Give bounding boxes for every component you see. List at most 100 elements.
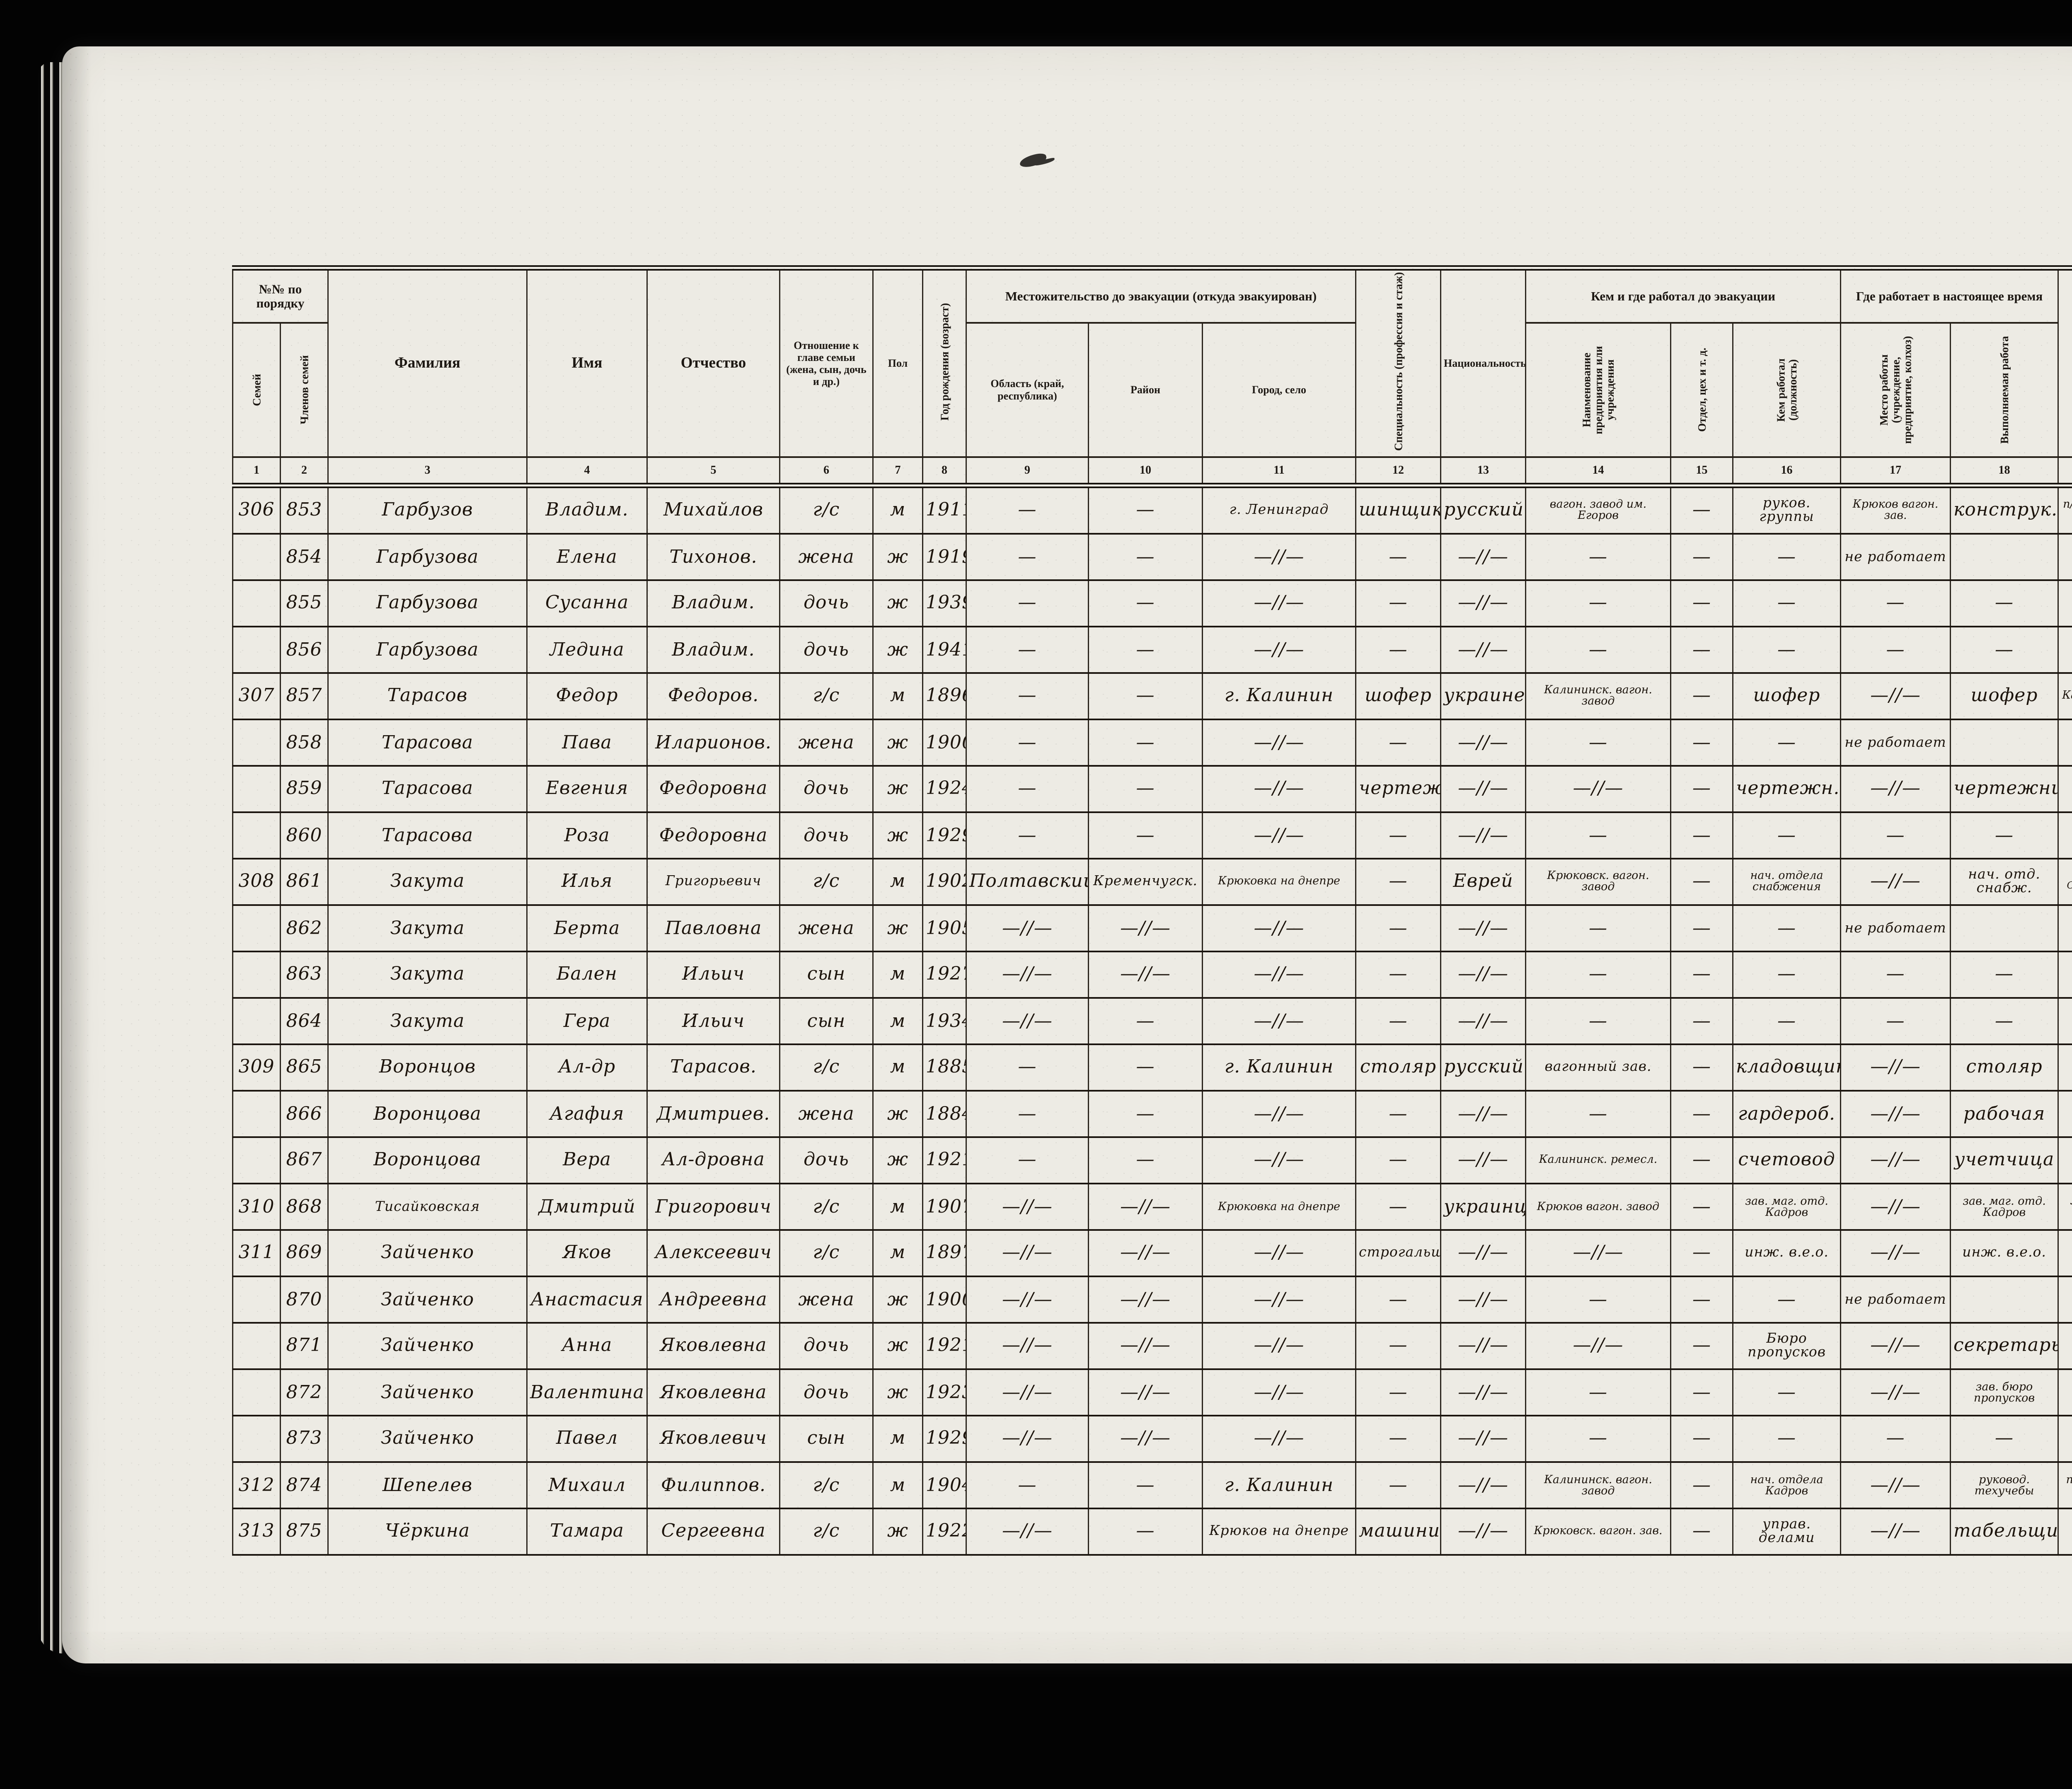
header-work-before-group: Кем и где работал до эвакуации — [1525, 268, 1842, 324]
cell-col9: —//— — [966, 1229, 1089, 1276]
cell-col16: шофер — [1732, 672, 1842, 719]
cell-col18: конструк. — [1950, 484, 2059, 534]
cell-col7: м — [872, 1229, 923, 1276]
cell-col8: 1897 — [922, 1229, 967, 1276]
cell-col12: чертежн. — [1355, 765, 1441, 812]
cell-col2: 858 — [280, 719, 329, 767]
cell-col19: п/Чкалова ул. Чкалова 54 — [2057, 484, 2072, 534]
table-row: 872ЗайченкоВалентинаЯковлевнадочьж1923—/… — [232, 1369, 2072, 1416]
cell-col11: —//— — [1202, 1229, 1356, 1276]
cell-col4: Гера — [526, 997, 648, 1045]
cell-col17: —//— — [1840, 857, 1951, 905]
cell-col8: 1921 — [922, 1136, 967, 1184]
cell-col3: Тарасова — [327, 812, 528, 859]
cell-col4: Владим. — [526, 484, 648, 534]
cell-col10: —//— — [1088, 950, 1203, 998]
cell-col14: — — [1525, 626, 1671, 674]
cell-col7: ж — [872, 533, 923, 581]
cell-col7: ж — [872, 1507, 923, 1555]
cell-col2: 875 — [280, 1507, 329, 1555]
scanned-page: №№ по порядку Фамилия Имя Отчество Отнош… — [62, 46, 2072, 1663]
cell-col15: — — [1670, 719, 1733, 767]
column-number-3: 3 — [327, 456, 528, 488]
cell-col10: —//— — [1088, 1414, 1203, 1462]
cell-col12: — — [1355, 857, 1441, 905]
cell-col18: зав. маг. отд. Кадров — [1950, 1183, 2059, 1231]
cell-col2: 853 — [280, 484, 329, 534]
cell-col4: Анна — [526, 1322, 648, 1369]
cell-col15: — — [1670, 905, 1733, 952]
header-order-group: №№ по порядку — [232, 268, 329, 324]
cell-col16: — — [1732, 533, 1842, 581]
cell-col1 — [232, 533, 281, 581]
cell-col9: —//— — [966, 1369, 1089, 1416]
cell-col16: — — [1732, 579, 1842, 627]
header-department: Отдел, цех и т. д. — [1670, 322, 1733, 457]
cell-col7: ж — [872, 812, 923, 859]
cell-col14: — — [1525, 533, 1671, 581]
cell-col5: Ильич — [646, 997, 780, 1045]
cell-col11: —//— — [1202, 1322, 1356, 1369]
cell-col15: — — [1670, 1414, 1733, 1462]
cell-col10: — — [1088, 997, 1203, 1045]
cell-col17: — — [1840, 812, 1951, 859]
cell-col19: —//— — [2057, 1414, 2072, 1462]
cell-col5: Дмитриев. — [646, 1090, 780, 1138]
cell-col7: м — [872, 1043, 923, 1091]
cell-col8: 1885 — [922, 1043, 967, 1091]
cell-col16: — — [1732, 1369, 1842, 1416]
cell-col8: 1922 — [922, 1507, 967, 1555]
cell-col16: управ. делами — [1732, 1507, 1842, 1555]
cell-col2: 865 — [280, 1043, 329, 1091]
cell-col15: — — [1670, 484, 1733, 534]
cell-col11: —//— — [1202, 1414, 1356, 1462]
cell-col18: — — [1950, 626, 2059, 674]
cell-col18: инж. в.е.о. — [1950, 1229, 2059, 1276]
cell-col17: —//— — [1840, 1090, 1951, 1138]
cell-col15: — — [1670, 997, 1733, 1045]
cell-col13: —//— — [1440, 579, 1526, 627]
cell-col1 — [232, 626, 281, 674]
cell-col18: — — [1950, 1414, 2059, 1462]
header-enterprise: Наименование предприятия или учреждения — [1525, 322, 1671, 457]
cell-col14: — — [1525, 812, 1671, 859]
cell-col3: Зайченко — [327, 1322, 528, 1369]
cell-col7: м — [872, 1414, 923, 1462]
cell-col18: чертежница — [1950, 765, 2059, 812]
cell-col14: — — [1525, 905, 1671, 952]
cell-col3: Шепелев — [327, 1462, 528, 1509]
header-order-member: Членов семей — [280, 322, 328, 457]
column-number-18: 18 — [1950, 456, 2059, 488]
cell-col19: —//— — [2057, 1322, 2072, 1369]
cell-col4: Сусанна — [526, 579, 648, 627]
cell-col9: — — [966, 1136, 1089, 1184]
cell-col8: 1900 — [922, 1276, 967, 1324]
cell-col16: кладовщик — [1732, 1043, 1842, 1091]
cell-col14: Крюковск. вагон. зав. — [1525, 1507, 1671, 1555]
cell-col4: Ал-др — [526, 1043, 648, 1091]
cell-col14: Калининск. вагон. завод — [1525, 1462, 1671, 1509]
cell-col10: —//— — [1088, 1322, 1203, 1369]
cell-col12: — — [1355, 719, 1441, 767]
header-relation: Отношение к главе се­мьи (жена, сын, доч… — [779, 268, 874, 457]
cell-col17: —//— — [1840, 1136, 1951, 1184]
cell-col1 — [232, 950, 281, 998]
cell-col12: — — [1355, 1276, 1441, 1324]
cell-col3: Тарасова — [327, 765, 528, 812]
cell-col13: —//— — [1440, 1229, 1526, 1276]
cell-col19: ул. Пойма Марзлицкая №11 — [2057, 1229, 2072, 1276]
cell-col10: — — [1088, 812, 1203, 859]
cell-col3: Закута — [327, 905, 528, 952]
cell-col15: — — [1670, 1043, 1733, 1091]
cell-col9: — — [966, 626, 1089, 674]
cell-col12: — — [1355, 533, 1441, 581]
cell-col7: м — [872, 484, 923, 534]
cell-col10: — — [1088, 484, 1203, 534]
cell-col17: —//— — [1840, 1369, 1951, 1416]
cell-col1: 310 — [232, 1183, 281, 1231]
cell-col14: — — [1525, 1369, 1671, 1416]
cell-col17: не работает — [1840, 719, 1951, 767]
cell-col13: Еврей — [1440, 857, 1526, 905]
cell-col19: —//— — [2057, 1136, 2072, 1184]
cell-col12: — — [1355, 950, 1441, 998]
